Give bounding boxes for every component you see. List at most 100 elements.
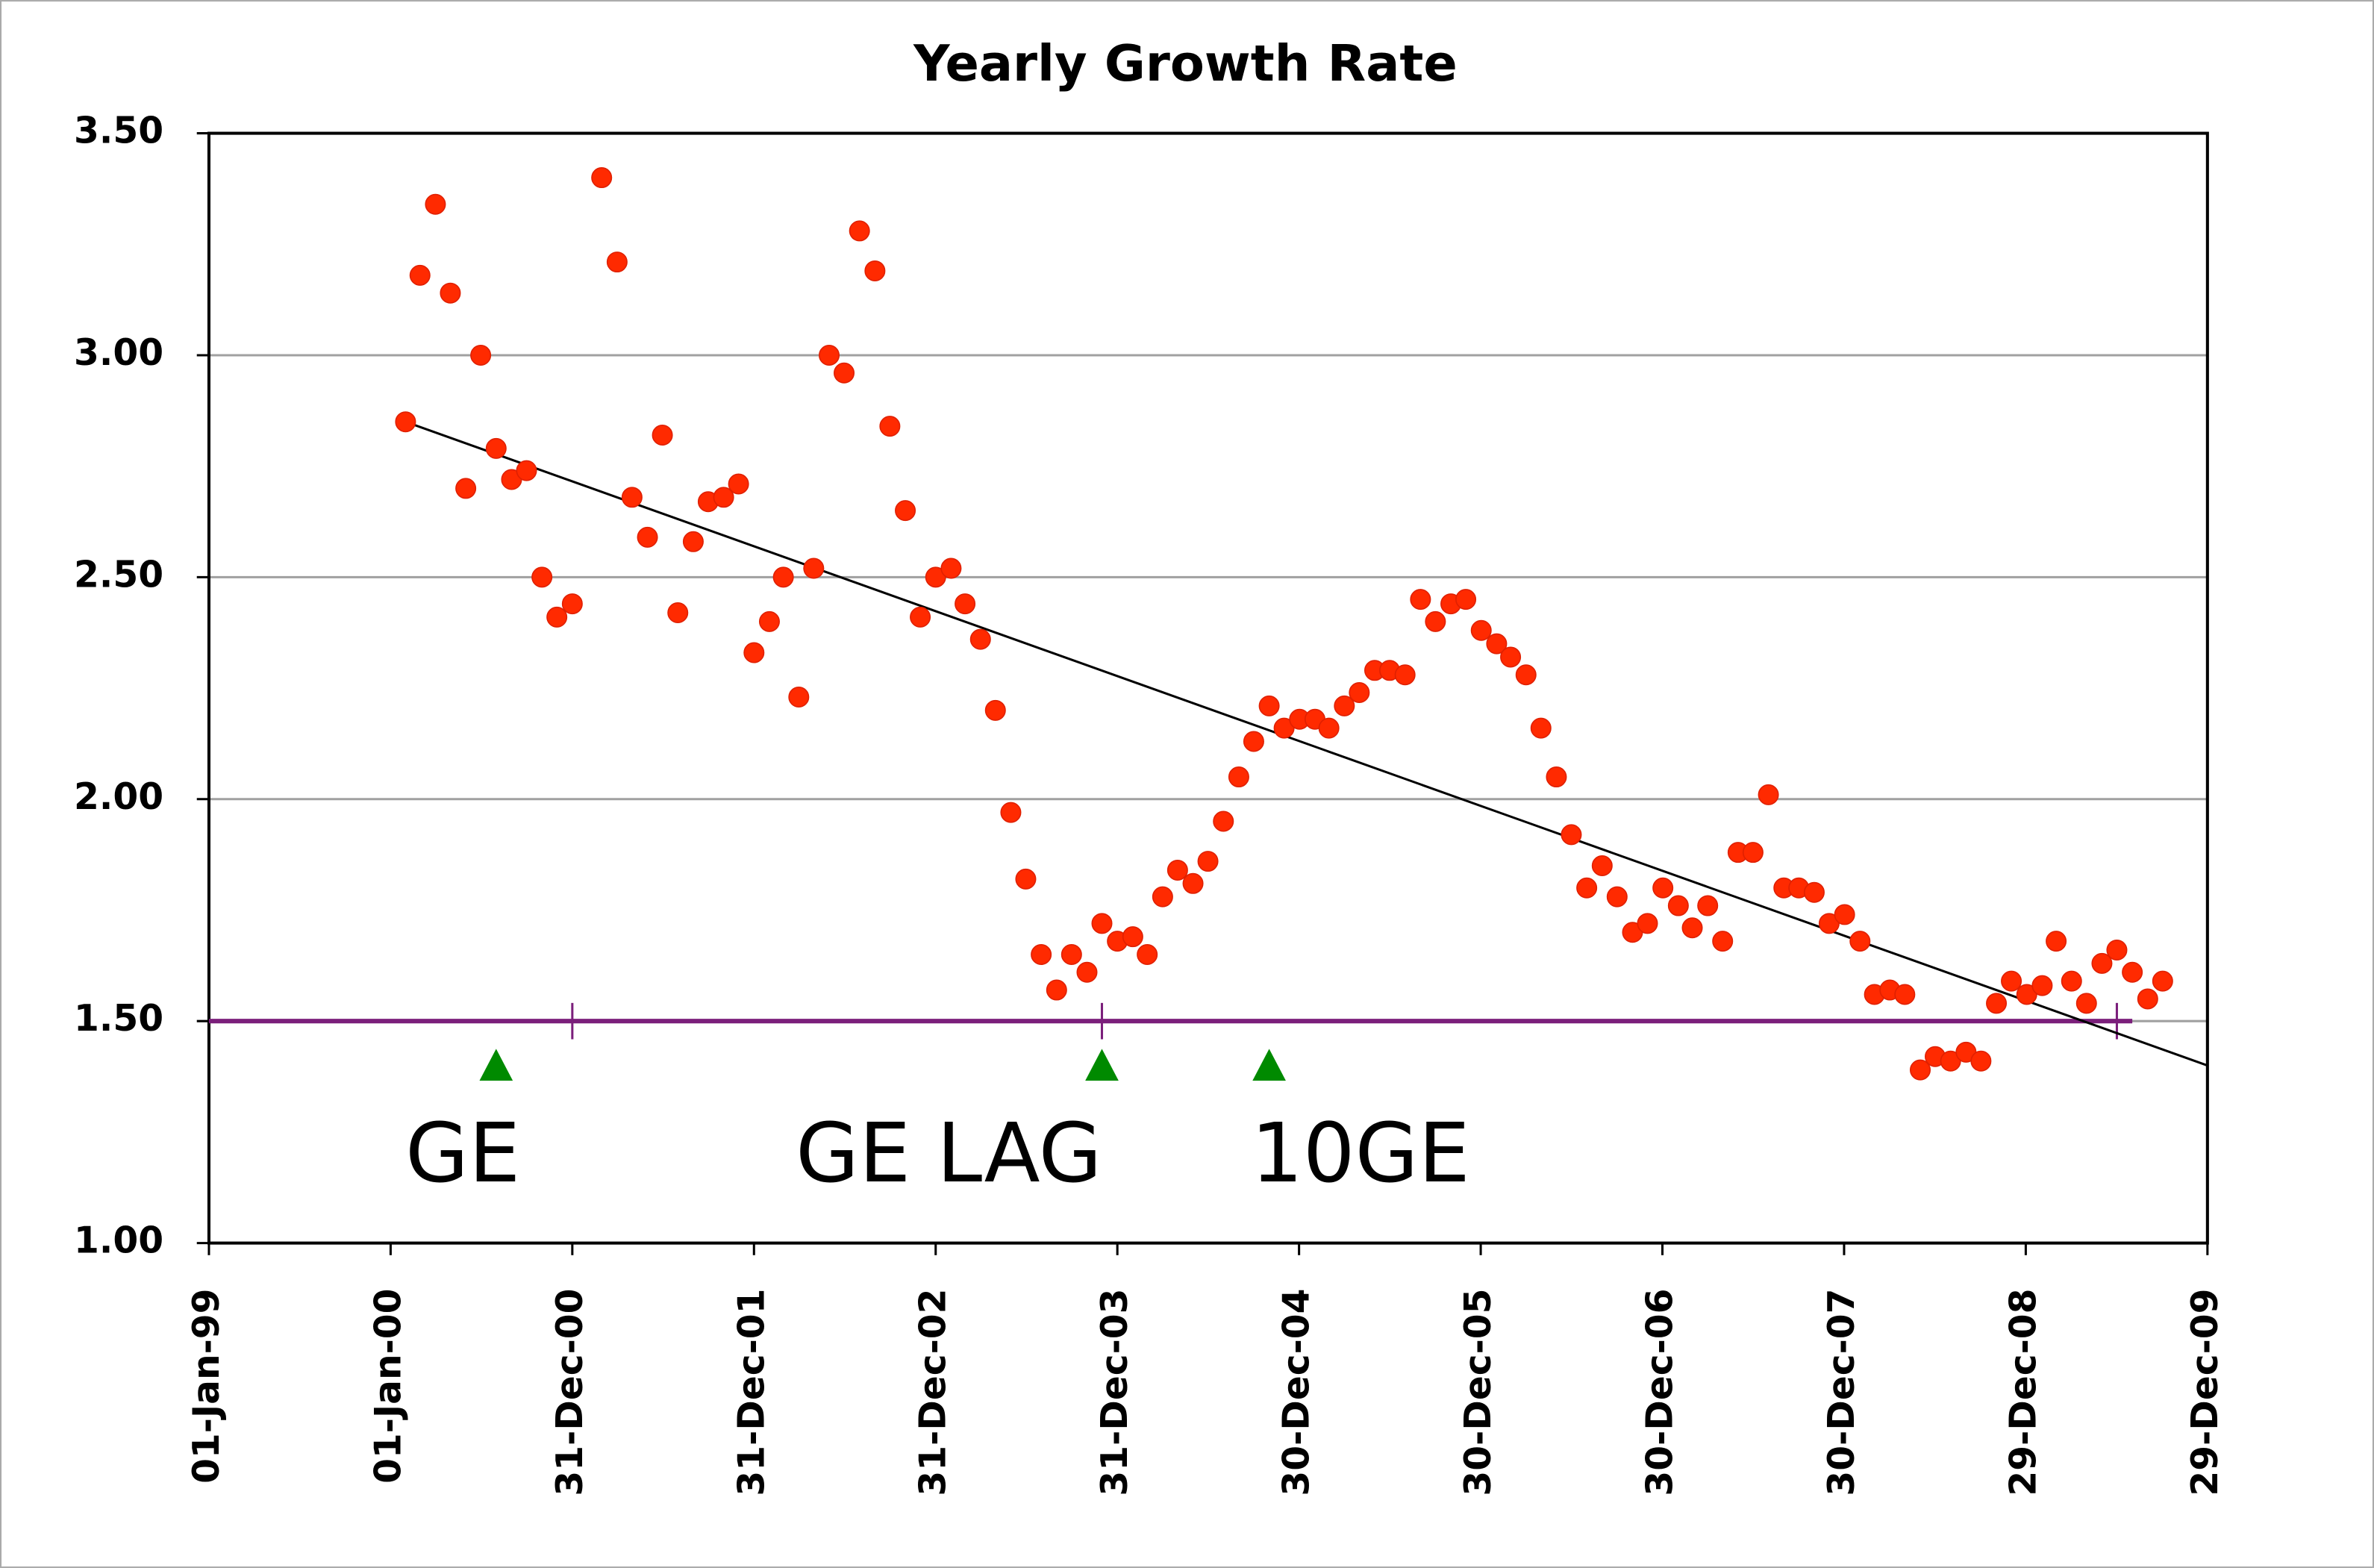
data-point	[1425, 610, 1446, 632]
data-point	[1758, 784, 1779, 805]
data-point	[1637, 913, 1658, 934]
data-point	[1258, 695, 1280, 716]
data-point	[728, 473, 749, 495]
data-point	[455, 478, 477, 499]
data-point	[713, 487, 734, 508]
data-point	[1243, 731, 1264, 752]
data-point	[667, 602, 689, 623]
data-point	[743, 642, 765, 663]
data-point	[819, 344, 840, 366]
data-point	[1910, 1059, 1931, 1081]
x-tick-label: 30-Dec-06	[1640, 1288, 1681, 1496]
data-point	[2075, 993, 2097, 1014]
data-point	[591, 167, 613, 189]
data-point	[1273, 717, 1295, 739]
data-point	[2122, 961, 2143, 983]
data-point	[1940, 1050, 1961, 1072]
data-point	[2106, 940, 2128, 961]
x-tick-label: 31-Dec-01	[731, 1288, 772, 1496]
data-point	[1803, 881, 1825, 903]
x-tick-label: 01-Jan-00	[367, 1288, 409, 1483]
data-point	[1318, 717, 1340, 739]
data-point	[2046, 931, 2067, 952]
data-point	[425, 193, 446, 215]
y-tick-label: 3.00	[74, 332, 163, 374]
y-tick-label: 3.50	[74, 110, 163, 152]
data-point	[1394, 664, 1416, 686]
data-point	[516, 460, 537, 481]
data-point	[1561, 824, 1582, 846]
data-point	[1046, 979, 1067, 1001]
marker-triangle	[1252, 1049, 1286, 1081]
data-point	[1197, 851, 1219, 872]
marker-triangle	[1085, 1049, 1119, 1081]
data-point	[682, 531, 704, 552]
data-point	[1712, 931, 1734, 952]
data-point	[940, 557, 962, 579]
data-point	[1818, 913, 1840, 934]
data-point	[984, 699, 1006, 721]
data-point	[864, 260, 886, 281]
data-point	[955, 593, 976, 615]
marker-label: GE LAG	[796, 1105, 1102, 1201]
data-point	[1334, 695, 1355, 716]
y-tick-label: 2.00	[74, 776, 163, 818]
data-point	[1228, 766, 1249, 788]
chart-title: Yearly Growth Rate	[913, 34, 1458, 93]
data-point	[2137, 988, 2158, 1010]
data-point	[637, 526, 658, 548]
data-point	[1061, 943, 1082, 965]
data-point	[1849, 931, 1871, 952]
data-point	[561, 593, 583, 615]
trendline	[404, 420, 2208, 1067]
data-point	[1470, 619, 1492, 641]
data-point	[1455, 589, 1477, 610]
marker-label: 10GE	[1251, 1105, 1469, 1201]
data-point	[1667, 895, 1689, 916]
data-point	[1970, 1050, 1992, 1072]
x-tick-label: 31-Dec-03	[1094, 1288, 1136, 1496]
marker-triangle	[479, 1049, 513, 1081]
data-point	[834, 362, 855, 384]
data-point	[1137, 943, 1158, 965]
marker-label: GE	[405, 1105, 520, 1201]
data-point	[1486, 633, 1508, 655]
data-point	[1000, 802, 1022, 823]
x-tick-label: 31-Dec-02	[913, 1288, 955, 1496]
data-point	[1515, 664, 1537, 686]
data-point	[606, 252, 628, 273]
y-tick-label: 1.50	[74, 998, 163, 1040]
data-point	[1986, 993, 2008, 1014]
data-point	[2152, 970, 2173, 992]
data-point	[1530, 717, 1552, 739]
x-tick-label: 30-Dec-07	[1821, 1288, 1863, 1496]
data-point	[1349, 682, 1370, 704]
data-point	[1031, 943, 1052, 965]
data-point	[2001, 970, 2022, 992]
data-point	[531, 566, 553, 588]
data-point	[1152, 886, 1173, 908]
plot-area	[207, 131, 2209, 1245]
data-point	[910, 606, 931, 628]
data-point	[2016, 984, 2037, 1005]
data-point	[2091, 952, 2113, 974]
data-point	[1546, 766, 1567, 788]
data-point	[470, 344, 492, 366]
y-tick-label: 2.50	[74, 554, 163, 596]
data-point	[621, 487, 643, 508]
data-point	[849, 220, 870, 242]
data-point	[652, 425, 673, 446]
data-point	[1834, 904, 1855, 925]
data-point	[788, 686, 810, 708]
x-tick-label: 29-Dec-08	[2002, 1288, 2044, 1496]
data-point	[1591, 855, 1613, 877]
data-point	[395, 411, 416, 433]
data-point	[1742, 842, 1764, 863]
data-point	[772, 566, 794, 588]
x-tick-label: 01-Jan-99	[186, 1288, 228, 1483]
data-point	[1500, 646, 1522, 668]
data-point	[2031, 975, 2053, 996]
data-point	[1122, 926, 1143, 948]
